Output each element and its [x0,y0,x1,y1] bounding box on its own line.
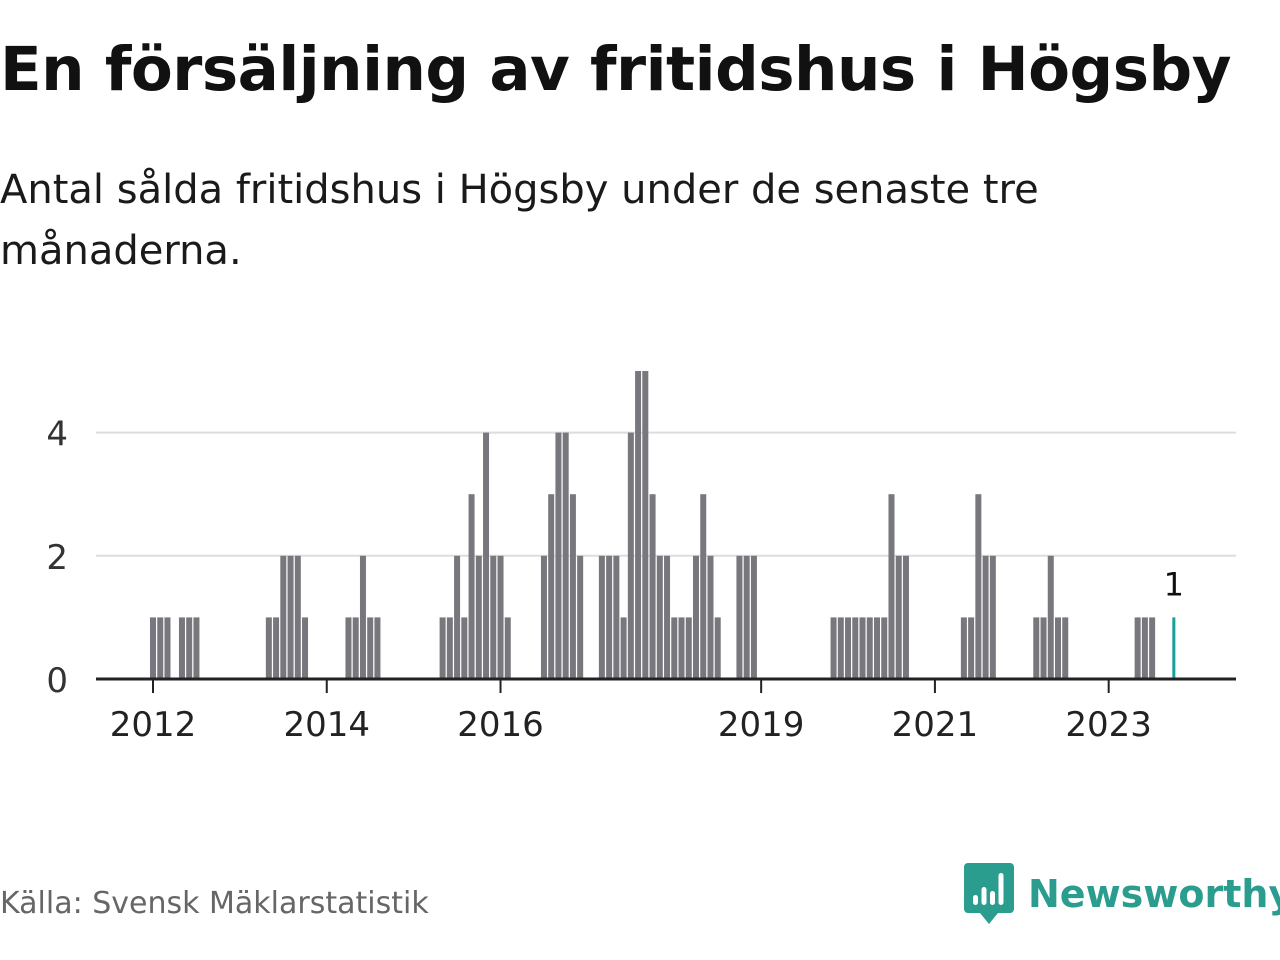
bar [1149,617,1156,679]
bar [982,555,989,679]
x-tick-label: 2021 [892,705,979,745]
bar [598,555,605,679]
bar [975,494,982,679]
bar [577,555,584,679]
bar [649,494,656,679]
chart-subtitle: Antal sålda fritidshus i Högsby under de… [0,167,1039,274]
bar [150,617,156,679]
bar [902,555,909,679]
bar [273,617,280,679]
bar [859,617,866,679]
bar [569,494,576,679]
bar [642,371,649,679]
bar [461,617,468,679]
bar [613,555,620,679]
source-note: Källa: Svensk Mäklarstatistik [0,886,429,921]
bar [895,555,902,679]
bar [1047,555,1054,679]
bar [352,617,359,679]
bar-chart: 0 2 4 1 2012 2014 2016 2019 2021 2023 [46,371,1236,745]
bar [685,617,692,679]
bar [280,555,287,679]
x-tick-label: 2023 [1065,705,1152,745]
x-tick-label: 2019 [718,705,805,745]
bar [1134,617,1141,679]
bar [164,617,171,679]
bar-data-label: 1 [1164,565,1184,603]
x-tick-label: 2014 [283,705,370,745]
bar [555,432,562,679]
bar [540,555,547,679]
bar [483,432,490,679]
bar [454,555,461,679]
bar [548,494,555,679]
bar-highlight [1172,617,1176,679]
bar-chart-logo-icon [964,863,1014,924]
bar [693,555,699,679]
bar [367,617,374,679]
bar [852,617,859,679]
bar [714,617,721,679]
bar [830,617,837,679]
bar [490,555,497,679]
x-tick-label: 2016 [457,705,544,745]
bar [960,617,967,679]
bar [845,617,852,679]
bar [837,617,844,679]
bar [504,617,511,679]
bar [374,617,381,679]
bar [294,555,301,679]
bar [1141,617,1148,679]
bar [186,617,193,679]
bar [700,494,707,679]
bar [989,555,996,679]
bar [1055,617,1061,679]
bar [475,555,482,679]
bar [968,617,975,679]
bar [866,617,873,679]
bar [627,432,634,679]
bar [881,617,888,679]
bar [664,555,671,679]
bar [468,494,475,679]
bar [736,555,743,679]
bar [888,494,895,679]
bar [302,617,309,679]
bar [446,617,453,679]
bar [707,555,714,679]
bar [1062,617,1069,679]
bar [562,432,569,679]
x-tick-label: 2012 [110,705,197,745]
chart-title: En försäljning av fritidshus i Högsby [0,34,1231,105]
bar [1040,617,1047,679]
bar [265,617,272,679]
y-tick-label: 4 [46,415,68,455]
bar [750,555,757,679]
bar [439,617,446,679]
bar [606,555,613,679]
bar [359,555,366,679]
bar [193,617,200,679]
y-tick-label: 2 [46,538,68,578]
bar [497,555,504,679]
bar [635,371,642,679]
bar [157,617,164,679]
bar [620,617,627,679]
bar [287,555,294,679]
brand-logo: Newsworthy [964,862,1280,926]
bar [678,617,685,679]
bar [874,617,880,679]
bar [178,617,185,679]
bar [656,555,663,679]
bar [345,617,352,679]
bar [743,555,750,679]
y-tick-label: 0 [46,661,68,701]
brand-name: Newsworthy [1028,872,1280,916]
bar [671,617,678,679]
bar [1033,617,1040,679]
